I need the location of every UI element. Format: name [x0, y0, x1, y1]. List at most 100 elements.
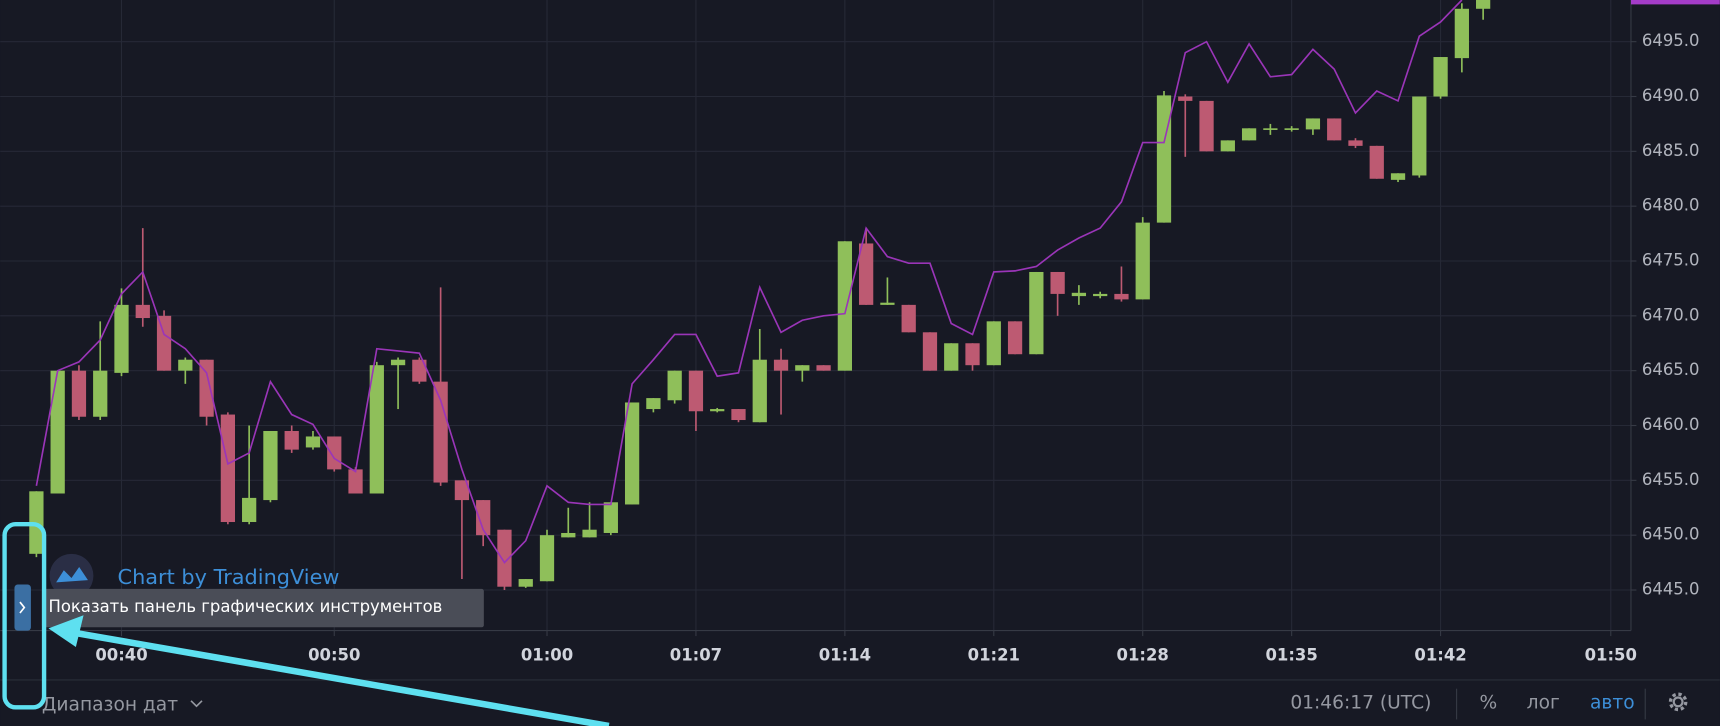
- candle-body: [1369, 145, 1384, 179]
- tooltip-text: Показать панель графических инструментов: [48, 597, 442, 616]
- candle-body: [114, 304, 129, 373]
- candle-body: [199, 359, 214, 417]
- candle-body: [497, 529, 512, 587]
- candle-body: [1284, 128, 1299, 130]
- x-tick-label: 01:21: [968, 645, 1020, 664]
- candle-body: [71, 370, 87, 417]
- candle-body: [901, 304, 916, 333]
- x-tick-label: 00:50: [308, 645, 360, 664]
- candle-body: [93, 370, 108, 417]
- x-tick-label: 01:50: [1585, 645, 1637, 664]
- candle-body: [752, 359, 767, 423]
- settings-button[interactable]: [1668, 692, 1688, 712]
- candle-body: [476, 500, 491, 536]
- candle-body: [1305, 118, 1321, 130]
- candle-body: [539, 535, 555, 582]
- auto-button[interactable]: авто: [1590, 692, 1635, 713]
- y-tick-label: 6465.0: [1642, 360, 1700, 379]
- x-tick-label: 01:00: [521, 645, 573, 664]
- candle-body: [773, 359, 789, 371]
- candle-body: [369, 365, 384, 494]
- candle-body: [1114, 293, 1129, 300]
- y-tick-label: 6470.0: [1642, 305, 1700, 324]
- y-tick-label: 6450.0: [1642, 525, 1700, 544]
- tooltip-box: [41, 588, 484, 628]
- candle-body: [646, 398, 661, 410]
- candle-body: [561, 532, 576, 538]
- candle-body: [1454, 8, 1469, 59]
- x-tick-label: 01:28: [1117, 645, 1169, 664]
- watermark[interactable]: Chart by TradingView: [49, 553, 340, 598]
- annotation-arrow: [67, 628, 610, 726]
- candle-body: [135, 304, 150, 319]
- candle-body: [348, 469, 363, 494]
- candle-body: [667, 370, 682, 401]
- annotation-arrowhead: [48, 615, 84, 648]
- candle-body: [1156, 95, 1172, 223]
- toggle-chevron: [19, 601, 26, 614]
- y-tick-label: 6475.0: [1642, 251, 1700, 270]
- candle-body: [220, 414, 236, 523]
- percent-button[interactable]: %: [1480, 692, 1498, 713]
- log-button[interactable]: лог: [1527, 692, 1560, 713]
- candle-body: [518, 579, 533, 587]
- date-range-chevron: [190, 700, 203, 708]
- candle-body: [454, 480, 470, 501]
- candle-body: [284, 430, 299, 450]
- candle-body: [327, 436, 342, 470]
- candle-body: [305, 436, 321, 448]
- logo-icon: [56, 566, 88, 583]
- clock: 01:46:17 (UTC): [1290, 692, 1431, 713]
- date-range-button[interactable]: Диапазон дат: [42, 695, 178, 716]
- candle-body: [1412, 96, 1427, 176]
- x-tick-label: 01:14: [819, 645, 871, 664]
- y-tick-label: 6480.0: [1642, 196, 1700, 215]
- x-tick-label: 01:35: [1265, 645, 1317, 664]
- y-tick-label: 6485.0: [1642, 141, 1700, 160]
- candle-body: [1390, 173, 1406, 180]
- candle-body: [1263, 128, 1278, 130]
- watermark-text[interactable]: Chart by TradingView: [118, 565, 340, 589]
- candle-body: [1029, 271, 1044, 355]
- candle-body: [688, 370, 704, 412]
- candle-body: [263, 430, 278, 501]
- y-tick-label: 6460.0: [1642, 415, 1700, 434]
- candle-body: [710, 409, 725, 412]
- y-tick-label: 6495.0: [1642, 31, 1700, 50]
- candle-body: [1241, 128, 1257, 141]
- candle-body: [603, 502, 618, 533]
- candle-body: [965, 343, 980, 366]
- candle-body: [242, 497, 257, 523]
- candle-body: [1135, 222, 1150, 300]
- candle-body: [582, 529, 597, 538]
- candle-body: [859, 243, 874, 305]
- candle-body: [837, 241, 852, 371]
- candle-body: [795, 365, 810, 371]
- y-tick-label: 6490.0: [1642, 86, 1700, 105]
- candle-body: [1071, 292, 1087, 297]
- candle-body: [1433, 57, 1448, 97]
- candle-body: [986, 321, 1001, 366]
- candle-body: [1220, 140, 1235, 152]
- y-tick-label: 6445.0: [1642, 580, 1700, 599]
- candle-body: [433, 381, 448, 483]
- candle-body: [1050, 271, 1065, 294]
- highlight-frame: [2, 522, 47, 710]
- x-tick-label: 01:07: [670, 645, 722, 664]
- toolbar-toggle[interactable]: [14, 584, 31, 631]
- plot-area: [29, 0, 1491, 591]
- candle-body: [816, 365, 831, 371]
- candle-body: [1199, 100, 1214, 152]
- candle-body: [922, 332, 938, 371]
- candle-body: [156, 315, 172, 371]
- candle-body: [1327, 118, 1342, 141]
- gear-hub: [1672, 696, 1684, 708]
- candle-body: [731, 409, 746, 421]
- candle-body: [944, 343, 959, 371]
- y-tick-label: 6455.0: [1642, 470, 1700, 489]
- gear-teeth: [1668, 692, 1688, 712]
- candle-body: [880, 302, 895, 305]
- last-price-marker: [1630, 0, 1720, 5]
- candle-body: [1007, 321, 1023, 355]
